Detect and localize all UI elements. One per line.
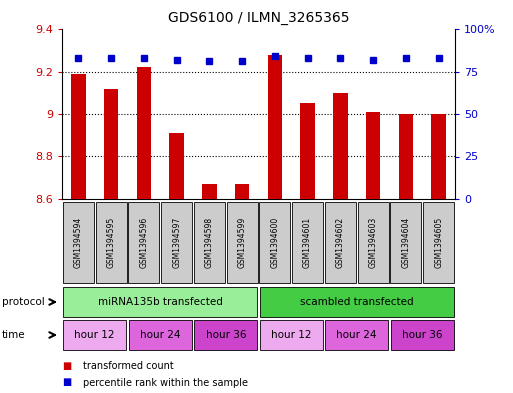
Text: GSM1394605: GSM1394605 — [434, 217, 443, 268]
Text: GSM1394595: GSM1394595 — [107, 217, 115, 268]
Bar — [128, 202, 159, 283]
Text: ■: ■ — [62, 361, 71, 371]
Text: hour 12: hour 12 — [271, 330, 311, 340]
Bar — [194, 320, 257, 350]
Bar — [96, 202, 127, 283]
Bar — [194, 202, 225, 283]
Bar — [399, 114, 413, 199]
Bar — [63, 202, 94, 283]
Bar — [325, 202, 356, 283]
Text: GSM1394596: GSM1394596 — [140, 217, 148, 268]
Bar — [260, 320, 323, 350]
Text: scambled transfected: scambled transfected — [300, 297, 413, 307]
Text: GSM1394597: GSM1394597 — [172, 217, 181, 268]
Text: percentile rank within the sample: percentile rank within the sample — [83, 378, 247, 387]
Bar — [423, 202, 454, 283]
Title: GDS6100 / ILMN_3265365: GDS6100 / ILMN_3265365 — [168, 11, 349, 25]
Bar — [333, 93, 348, 199]
Bar — [431, 114, 446, 199]
Text: GSM1394599: GSM1394599 — [238, 217, 247, 268]
Bar — [202, 184, 217, 199]
Text: protocol: protocol — [2, 297, 45, 307]
Text: GSM1394604: GSM1394604 — [401, 217, 410, 268]
Text: hour 36: hour 36 — [402, 330, 443, 340]
Text: hour 24: hour 24 — [337, 330, 377, 340]
Bar — [136, 67, 151, 199]
Bar — [235, 184, 249, 199]
Bar — [325, 320, 388, 350]
Bar — [227, 202, 258, 283]
Bar — [161, 202, 192, 283]
Bar — [366, 112, 381, 199]
Bar — [129, 320, 192, 350]
Text: GSM1394601: GSM1394601 — [303, 217, 312, 268]
Bar — [390, 202, 421, 283]
Bar — [358, 202, 388, 283]
Text: GSM1394600: GSM1394600 — [270, 217, 280, 268]
Bar — [169, 133, 184, 199]
Text: ■: ■ — [62, 378, 71, 387]
Text: hour 12: hour 12 — [74, 330, 115, 340]
Bar — [71, 73, 86, 199]
Bar — [63, 287, 257, 317]
Bar — [260, 202, 290, 283]
Text: miRNA135b transfected: miRNA135b transfected — [98, 297, 223, 307]
Bar — [260, 287, 453, 317]
Text: GSM1394602: GSM1394602 — [336, 217, 345, 268]
Bar — [63, 320, 126, 350]
Text: GSM1394598: GSM1394598 — [205, 217, 214, 268]
Text: GSM1394603: GSM1394603 — [369, 217, 378, 268]
Bar — [300, 103, 315, 199]
Text: GSM1394594: GSM1394594 — [74, 217, 83, 268]
Bar — [104, 88, 119, 199]
Text: hour 24: hour 24 — [140, 330, 181, 340]
Bar — [292, 202, 323, 283]
Text: hour 36: hour 36 — [206, 330, 246, 340]
Bar — [391, 320, 453, 350]
Text: transformed count: transformed count — [83, 361, 173, 371]
Text: time: time — [2, 330, 26, 340]
Bar — [267, 55, 282, 199]
